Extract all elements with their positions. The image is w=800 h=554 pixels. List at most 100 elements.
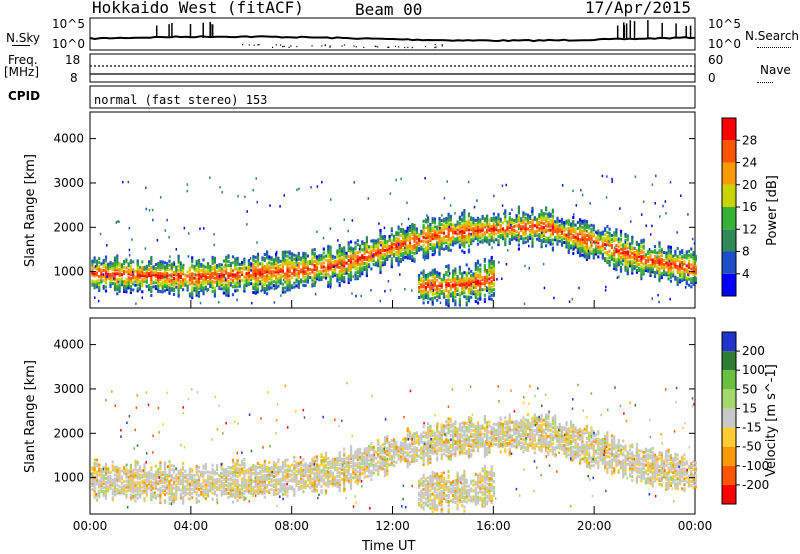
- range-cell: [270, 487, 273, 491]
- range-cell: [490, 229, 493, 232]
- range-cell: [98, 265, 101, 269]
- range-cell: [599, 237, 602, 241]
- scatter-cell: [218, 274, 221, 278]
- noise-sky-trace: [89, 35, 696, 43]
- range-cell: [281, 288, 284, 292]
- range-cell: [204, 493, 207, 497]
- range-cell: [188, 477, 191, 481]
- range-cell: [177, 286, 180, 290]
- range-cell: [186, 477, 189, 481]
- range-cell: [463, 231, 466, 234]
- range-cell: [93, 487, 96, 491]
- range-cell: [597, 251, 600, 255]
- range-cell: [433, 229, 436, 233]
- scatter-cell: [187, 255, 190, 258]
- range-cell: [222, 478, 225, 482]
- range-cell: [129, 277, 132, 281]
- range-cell: [127, 475, 130, 479]
- range-cell: [644, 269, 647, 272]
- range-cell: [213, 292, 216, 296]
- range-cell: [613, 255, 616, 259]
- range-cell: [179, 276, 182, 279]
- range-cell: [479, 228, 482, 232]
- range-cell: [604, 243, 607, 247]
- range-cell: [404, 235, 407, 239]
- range-cell: [354, 271, 357, 275]
- range-cell: [458, 225, 461, 229]
- range-cell: [581, 245, 584, 249]
- range-cell: [395, 231, 398, 235]
- range-cell: [123, 270, 126, 273]
- range-cell: [465, 224, 468, 228]
- freq-right-tick-high: 60: [708, 53, 724, 67]
- range-cell: [345, 251, 348, 255]
- range-cell: [678, 270, 682, 274]
- range-cell: [150, 484, 153, 488]
- range-cell: [406, 256, 409, 260]
- range-cell: [440, 285, 443, 289]
- range-cell: [361, 256, 364, 260]
- range-cell: [202, 264, 205, 268]
- range-cell: [188, 489, 191, 493]
- range-cell: [556, 224, 559, 228]
- range-cell: [95, 472, 98, 476]
- range-cell: [461, 219, 464, 223]
- range-cell: [463, 250, 466, 254]
- range-cell: [116, 266, 119, 270]
- range-cell: [372, 257, 375, 261]
- range-cell: [227, 264, 230, 268]
- range-cell: [440, 227, 443, 231]
- range-cell: [463, 238, 466, 242]
- range-cell: [676, 259, 679, 262]
- range-cell: [386, 240, 389, 244]
- range-cell: [204, 479, 207, 483]
- range-cell: [200, 284, 203, 288]
- scatter-cell: [585, 229, 588, 233]
- range-cell: [204, 485, 207, 489]
- range-cell: [113, 262, 117, 266]
- range-cell: [692, 278, 695, 282]
- range-cell: [306, 278, 309, 282]
- range-cell: [363, 256, 366, 259]
- range-cell: [363, 242, 366, 245]
- range-cell: [383, 239, 387, 242]
- range-cell: [447, 230, 450, 234]
- scatter-cell: [473, 286, 475, 289]
- range-cell: [692, 250, 695, 254]
- range-cell: [136, 289, 139, 293]
- range-cell: [125, 266, 128, 270]
- range-cell: [399, 251, 402, 255]
- range-cell: [259, 469, 262, 473]
- range-cell: [195, 492, 198, 496]
- range-cell: [116, 258, 119, 262]
- range-cell: [145, 483, 148, 487]
- range-cell: [145, 266, 148, 270]
- range-cell: [170, 484, 173, 487]
- range-cell: [129, 291, 132, 295]
- range-cell: [318, 274, 321, 278]
- range-cell: [245, 272, 248, 276]
- range-cell: [615, 266, 618, 270]
- range-cell: [188, 266, 191, 270]
- range-cell: [504, 233, 507, 237]
- range-cell: [359, 262, 362, 266]
- scatter-cell: [246, 210, 248, 213]
- range-cell: [547, 224, 550, 228]
- range-cell: [197, 258, 201, 262]
- range-cell: [601, 240, 604, 244]
- range-cell: [213, 472, 216, 476]
- range-cell: [427, 220, 430, 224]
- range-cell: [177, 294, 180, 298]
- range-cell: [154, 478, 157, 482]
- range-cell: [161, 284, 164, 288]
- range-cell: [141, 469, 144, 473]
- range-cell: [111, 488, 114, 492]
- range-cell: [247, 278, 250, 282]
- range-cell: [236, 270, 239, 274]
- range-cell: [281, 290, 284, 294]
- range-cell: [626, 266, 629, 270]
- range-cell: [356, 277, 359, 281]
- range-cell: [547, 212, 550, 216]
- range-cell: [640, 275, 643, 279]
- range-cell: [195, 470, 198, 474]
